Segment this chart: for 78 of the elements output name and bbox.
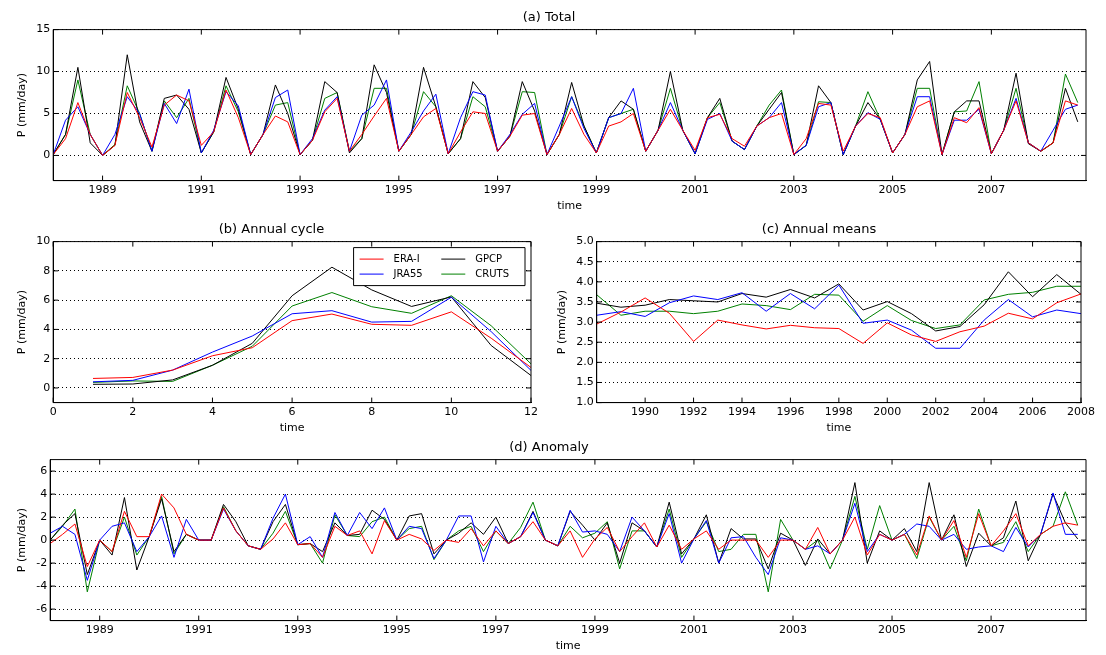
legend-label: CRUTS (475, 267, 510, 279)
y-tick-label: 6 (43, 293, 51, 306)
y-axis-title: P (mm/day) (15, 290, 29, 355)
y-tick-label: -6 (36, 601, 48, 615)
x-axis-title: time (557, 199, 583, 213)
x-tick-label: 10 (444, 405, 459, 419)
y-tick-label: 4 (43, 322, 51, 336)
x-tick-label: 2004 (970, 405, 999, 419)
legend-label: JRA55 (392, 267, 423, 279)
x-tick-label: 4 (208, 405, 216, 419)
x-tick-label: 2001 (681, 183, 710, 197)
x-tick-label: 1993 (283, 623, 312, 637)
legend-label: GPCP (475, 252, 503, 264)
y-tick-label: 1.0 (576, 395, 594, 409)
x-tick-label: 2006 (1018, 405, 1047, 419)
y-tick-label: 10 (36, 64, 51, 78)
x-tick-label: 1989 (85, 623, 114, 637)
x-tick-label: 1995 (384, 183, 413, 197)
x-tick-label: 1999 (580, 623, 609, 637)
chart-title: (b) Annual cycle (218, 221, 325, 237)
chart-title: (a) Total (522, 9, 576, 25)
y-tick-label: 15 (36, 22, 51, 36)
x-tick-label: 1994 (727, 405, 756, 419)
x-axis-title: time (279, 421, 305, 435)
x-tick-label: 2 (129, 405, 137, 419)
legend-label: ERA-I (393, 252, 420, 264)
y-tick-label: 4.0 (576, 274, 594, 288)
y-tick-label: 0 (43, 380, 51, 394)
x-tick-label: 1997 (483, 183, 512, 197)
x-tick-label: 2002 (921, 405, 950, 419)
x-tick-label: 2005 (878, 623, 907, 637)
chart-title: (d) Anomaly (509, 439, 590, 455)
y-tick-label: 3.0 (576, 314, 594, 328)
y-tick-label: -4 (36, 578, 48, 592)
y-tick-label: 2.5 (576, 335, 594, 349)
y-tick-label: 3.5 (576, 294, 594, 308)
chart-title: (c) Annual means (761, 221, 877, 237)
x-tick-label: 2003 (779, 183, 808, 197)
x-tick-label: 1990 (631, 405, 660, 419)
x-tick-label: 2000 (873, 405, 902, 419)
x-tick-label: 1989 (88, 183, 117, 197)
y-tick-label: 2.0 (576, 355, 594, 369)
x-tick-label: 8 (368, 405, 376, 419)
y-tick-label: 4 (40, 486, 48, 500)
x-tick-label: 1991 (187, 183, 216, 197)
x-tick-label: 12 (524, 405, 538, 419)
x-axis-title: time (826, 421, 852, 435)
x-tick-label: 6 (288, 405, 296, 419)
y-tick-label: 2 (43, 351, 51, 365)
x-tick-label: 1995 (382, 623, 411, 637)
x-axis-title: time (555, 639, 581, 653)
x-tick-label: 2008 (1067, 405, 1095, 419)
x-tick-label: 1993 (286, 183, 315, 197)
x-tick-label: 2005 (878, 183, 907, 197)
y-tick-label: 5 (43, 106, 51, 120)
x-tick-label: 2007 (977, 623, 1006, 637)
y-tick-label: 2 (40, 509, 48, 523)
y-tick-label: 10 (36, 234, 51, 248)
y-tick-label: 8 (43, 263, 51, 277)
x-tick-label: 2007 (977, 183, 1006, 197)
y-axis-title: P (mm/day) (15, 73, 29, 138)
y-tick-label: 1.5 (576, 375, 594, 389)
y-tick-label: 0 (43, 148, 51, 162)
y-tick-label: 6 (40, 463, 48, 477)
x-tick-label: 1997 (481, 623, 510, 637)
x-tick-label: 1991 (184, 623, 213, 637)
y-tick-label: 4.5 (576, 254, 594, 268)
y-tick-label: -2 (36, 555, 48, 569)
y-tick-label: 5.0 (576, 234, 594, 248)
x-tick-label: 2003 (779, 623, 807, 637)
y-axis-title: P (mm/day) (15, 508, 29, 573)
x-tick-label: 1998 (824, 405, 853, 419)
x-tick-label: 1999 (582, 183, 611, 197)
y-axis-title: P (mm/day) (555, 290, 569, 355)
x-tick-label: 1992 (679, 405, 708, 419)
x-tick-label: 2001 (679, 623, 708, 637)
y-tick-label: 0 (40, 532, 48, 546)
x-tick-label: 1996 (776, 405, 805, 419)
